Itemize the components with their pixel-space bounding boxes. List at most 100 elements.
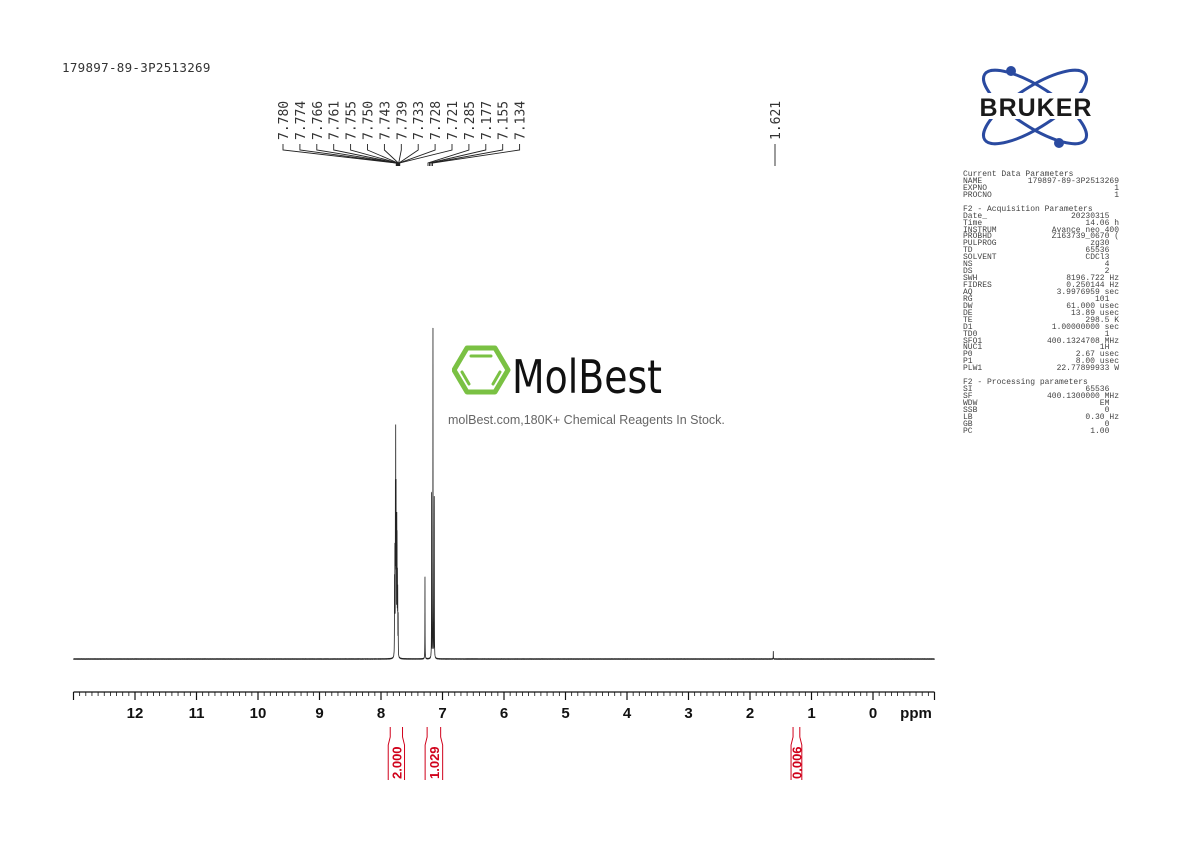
parameter-section-title: Current Data Parameters	[963, 170, 1074, 179]
parameter-name: PC	[963, 426, 973, 436]
parameter-row: WDW EM	[963, 398, 1119, 408]
molbest-watermark-logo: MolBest	[452, 345, 662, 402]
parameter-row: SI 65536	[963, 385, 1119, 395]
parameter-name: GB	[963, 419, 973, 429]
x-tick-label: 11	[189, 705, 205, 722]
parameter-value: 61.000 usec	[1066, 301, 1119, 311]
parameter-row: FIDRES 0.250144 Hz	[963, 281, 1119, 290]
parameter-name: FIDRES	[963, 281, 992, 290]
integral-bracket-left	[424, 727, 428, 780]
bruker-logo: BRUKER	[958, 66, 1116, 148]
parameter-value: 2	[1104, 267, 1119, 277]
watermark-tagline: molBest.com,180K+ Chemical Reagents In S…	[448, 413, 725, 427]
peak-label: 7.755	[345, 101, 360, 140]
parameter-name: D1	[963, 322, 973, 332]
peak-label: 7.780	[277, 101, 292, 140]
integral-value: 1.029	[427, 746, 442, 779]
x-tick-label: 6	[500, 705, 508, 722]
parameter-value: 298.5 K	[1085, 315, 1119, 325]
peak-label: 7.739	[395, 101, 410, 140]
peak-label: 1.621	[769, 101, 784, 140]
parameter-row: Date_ 20230315	[963, 212, 1119, 221]
parameter-name: PULPROG	[963, 239, 997, 249]
parameter-row: DE 13.89 usec	[963, 309, 1119, 318]
parameter-name: NS	[963, 260, 973, 270]
x-tick-label: 2	[746, 705, 754, 722]
x-axis-label: ppm	[900, 705, 932, 722]
parameter-name: PROBHD	[963, 232, 992, 242]
parameter-name: SFO1	[963, 336, 983, 346]
peak-label: 7.134	[514, 101, 529, 140]
parameter-value: 3.9976959 sec	[1056, 287, 1119, 297]
sample-title: 179897-89-3P2513269	[62, 60, 211, 75]
parameter-name: DW	[963, 301, 973, 311]
parameter-row: NAME 179897-89-3P2513269	[963, 176, 1119, 186]
parameter-name: P1	[963, 357, 973, 367]
x-tick-label: 0	[869, 705, 877, 722]
parameter-row: TD 65536	[963, 246, 1119, 256]
integral-bracket-right	[402, 727, 406, 780]
parameter-value: 65536	[1085, 246, 1119, 256]
parameter-row: INSTRUM Avance neo 400	[963, 225, 1119, 235]
parameter-value: zg30	[1090, 239, 1119, 249]
integral-bracket-right	[799, 727, 803, 780]
parameter-name: NUC1	[963, 343, 983, 353]
parameter-name: WDW	[963, 398, 978, 408]
parameter-row: TE 298.5 K	[963, 315, 1119, 325]
parameter-name: INSTRUM	[963, 225, 997, 235]
parameter-value: 2.67 usec	[1075, 350, 1119, 360]
peak-label: 7.743	[378, 101, 393, 140]
parameter-value: 179897-89-3P2513269	[1027, 176, 1119, 186]
parameter-row: PROBHD Z163739_0670 (	[963, 232, 1119, 242]
parameter-value: CDCl3	[1085, 253, 1119, 263]
parameter-row: PC 1.00	[963, 426, 1119, 436]
peak-label-leader	[429, 144, 487, 166]
parameter-value: 4	[1104, 260, 1119, 270]
parameter-value: 1.00	[1090, 426, 1119, 436]
parameter-row: PLW1 22.77899933 W	[963, 364, 1119, 374]
x-axis: 12 11 10 9 8 7 6 5 4 3 2 1 0 ppm	[72, 691, 936, 722]
parameter-value: 8196.722 Hz	[1066, 274, 1119, 284]
peak-label: 7.177	[480, 101, 495, 140]
x-tick-label: 7	[438, 705, 446, 722]
parameter-row: P0 2.67 usec	[963, 350, 1119, 360]
x-tick-label: 9	[315, 705, 323, 722]
x-tick-label: 12	[127, 705, 144, 722]
parameter-section-title: F2 - Processing parameters	[963, 378, 1088, 388]
parameter-name: EXPNO	[963, 183, 988, 193]
x-tick-label: 3	[684, 705, 692, 722]
integrals: 2.000 1.029 0.006	[387, 727, 804, 780]
parameter-value: 0.30 Hz	[1085, 412, 1119, 422]
acquisition-parameters-panel: Current Data Parameters NAME 179897-89-3P2…	[963, 170, 1119, 436]
peak-label-leader	[432, 144, 521, 166]
integral-value: 2.000	[389, 746, 404, 779]
peak-label-leader	[333, 144, 398, 166]
parameter-value: 1.00000000 sec	[1051, 322, 1119, 332]
x-tick-label: 10	[250, 705, 267, 722]
parameter-value: 0	[1104, 405, 1119, 415]
parameter-row: NUC1 1H	[963, 343, 1119, 353]
parameter-name: LB	[963, 412, 973, 422]
parameter-value: 8.00 usec	[1075, 357, 1119, 367]
peak-label-leader	[427, 144, 470, 166]
x-tick-label: 8	[377, 705, 385, 722]
parameter-row: SSB 0	[963, 405, 1119, 415]
peak-label: 7.733	[412, 101, 427, 140]
peak-label: 7.155	[497, 101, 512, 140]
parameter-row: LB 0.30 Hz	[963, 412, 1119, 422]
peak-label: 7.728	[429, 101, 444, 140]
parameter-name: RG	[963, 294, 973, 304]
parameter-value: 1H	[1099, 343, 1119, 353]
parameter-name: AQ	[963, 287, 973, 297]
parameter-section-title: F2 - Acquisition Parameters	[963, 204, 1093, 214]
parameter-row: TD0 1	[963, 330, 1119, 339]
parameter-row: GB 0	[963, 419, 1119, 429]
bruker-logo-text: BRUKER	[980, 94, 1093, 122]
parameter-name: PLW1	[963, 364, 983, 374]
parameter-name: PROCNO	[963, 190, 992, 200]
parameter-row: SFO1 400.1324708 MHz	[963, 336, 1119, 346]
parameter-row: PROCNO 1	[963, 190, 1119, 200]
parameter-value: 1	[1114, 183, 1119, 193]
parameter-row: Time 14.06 h	[963, 219, 1119, 228]
parameter-value: 65536	[1085, 385, 1119, 395]
